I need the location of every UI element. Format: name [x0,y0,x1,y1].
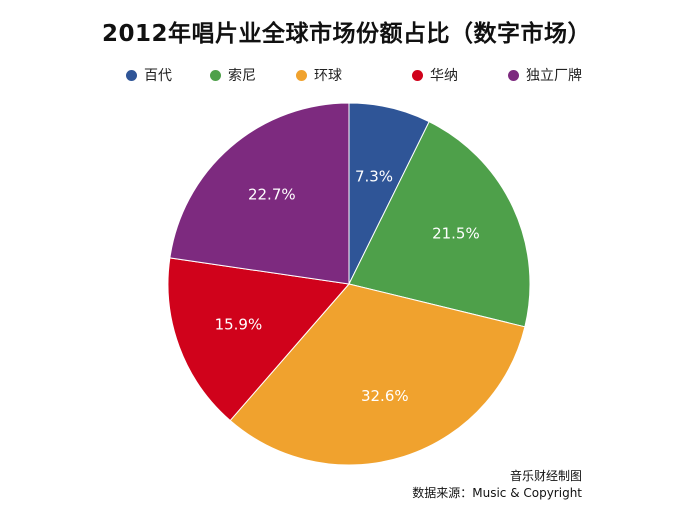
legend: 百代 索尼 环球 华纳 独立厂牌 [0,64,693,86]
footer-credit: 音乐财经制图 [509,469,582,483]
slice-universal [229,283,526,466]
legend-item-emi: 百代 [126,64,172,86]
legend-item-universal: 环球 [296,64,342,86]
legend-item-independent: 独立厂牌 [508,64,582,86]
legend-marker-universal [296,69,307,81]
legend-item-warner: 华纳 [412,64,458,86]
slice-label-independent: 22.7% [248,185,296,203]
legend-marker-independent [508,69,519,81]
legend-label-emi: 百代 [144,68,172,84]
legend-marker-emi [126,69,137,81]
slice-label-warner: 15.9% [215,316,263,334]
legend-marker-warner [412,69,423,81]
footer-source: 数据来源：Music & Copyright [412,486,582,500]
pie-slices [167,102,531,466]
slice-sony [348,121,531,328]
slice-warner [167,257,350,422]
legend-label-sony: 索尼 [228,68,256,84]
legend-label-universal: 环球 [314,68,342,84]
chart-footer: 音乐财经制图 数据来源：Music & Copyright [412,468,582,502]
legend-label-independent: 独立厂牌 [526,68,582,84]
slice-label-universal: 32.6% [361,387,409,405]
slice-independent [169,102,350,285]
slice-label-emi: 7.3% [355,167,393,185]
legend-label-warner: 华纳 [430,68,458,84]
slice-label-sony: 21.5% [432,225,480,243]
legend-item-sony: 索尼 [210,64,256,86]
legend-marker-sony [210,69,221,81]
chart-title: 2012年唱片业全球市场份额占比（数字市场） [101,21,591,47]
slice-labels: 7.3% 21.5% 32.6% 15.9% 22.7% [215,167,480,405]
